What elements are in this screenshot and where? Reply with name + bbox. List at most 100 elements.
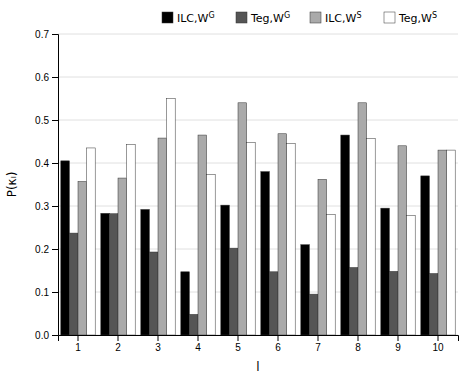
y-tick: 0.6 xyxy=(35,72,58,83)
x-tick-mark xyxy=(398,335,399,341)
y-tick: 0.5 xyxy=(35,115,58,126)
x-tick-label: 7 xyxy=(315,342,321,353)
y-tick-mark xyxy=(52,163,58,164)
bar xyxy=(367,138,376,335)
legend-entry: ILC,WG xyxy=(162,11,215,26)
grid-line xyxy=(58,77,458,78)
y-tick: 0.2 xyxy=(35,244,58,255)
legend-swatch xyxy=(384,12,395,23)
legend-swatch xyxy=(310,12,321,23)
bar xyxy=(438,150,447,335)
legend-entry: Teg,WS xyxy=(384,11,437,26)
bar xyxy=(261,172,270,335)
y-tick-mark xyxy=(52,292,58,293)
y-tick-label: 0.0 xyxy=(35,330,49,341)
bar xyxy=(398,146,407,335)
x-tick-mark xyxy=(438,335,439,341)
x-tick: 1 xyxy=(75,335,81,353)
x-tick-label: 3 xyxy=(155,342,161,353)
x-tick: 10 xyxy=(432,335,444,353)
bar xyxy=(447,150,456,335)
bar xyxy=(189,314,198,335)
x-tick-label: 8 xyxy=(355,342,361,353)
bar xyxy=(229,248,238,335)
bar xyxy=(309,294,318,335)
bar xyxy=(158,138,167,335)
y-tick-mark xyxy=(52,120,58,121)
y-tick: 0.4 xyxy=(35,158,58,169)
bar xyxy=(421,176,430,335)
x-tick-label: 4 xyxy=(195,342,201,353)
x-tick: 6 xyxy=(275,335,281,353)
bar xyxy=(221,205,230,335)
bar xyxy=(247,142,256,335)
legend-swatch xyxy=(236,12,247,23)
y-tick-label: 0.7 xyxy=(35,29,49,40)
x-axis-title: l xyxy=(256,360,259,374)
bar xyxy=(278,134,287,335)
bar-series xyxy=(78,103,447,335)
y-axis: 0.0 0.1 0.2 0.3 0.4 0.5 0.6 0.7 xyxy=(35,29,58,341)
grid-line xyxy=(58,34,458,35)
grid-line xyxy=(58,120,458,121)
legend-swatch xyxy=(162,12,173,23)
y-tick-label: 0.2 xyxy=(35,244,49,255)
x-tick: 8 xyxy=(355,335,361,353)
y-tick-label: 0.3 xyxy=(35,201,49,212)
grid xyxy=(58,34,458,335)
bar xyxy=(109,214,118,335)
legend-label: Teg,WG xyxy=(250,11,290,26)
y-tick-label: 0.6 xyxy=(35,72,49,83)
bar xyxy=(167,99,176,336)
x-tick: 2 xyxy=(115,335,121,353)
legend-label: ILC,WG xyxy=(177,11,215,26)
bar xyxy=(301,245,310,335)
bar xyxy=(207,175,216,335)
bar xyxy=(287,144,296,335)
x-tick: 9 xyxy=(395,335,401,353)
bar xyxy=(318,179,327,335)
plot: 1 2 3 4 5 6 7 8 9 10 0.0 0.1 0.2 0.3 0.4 0.5 0.6 0.7 xyxy=(35,29,458,353)
bar xyxy=(181,272,190,335)
bar xyxy=(127,145,136,335)
legend-label: Teg,WS xyxy=(398,11,437,26)
bar xyxy=(389,271,398,335)
bar xyxy=(429,274,438,335)
x-tick-label: 2 xyxy=(115,342,121,353)
x-tick-mark xyxy=(198,335,199,341)
bar xyxy=(118,178,127,335)
x-tick-label: 10 xyxy=(432,342,444,353)
x-tick-label: 6 xyxy=(275,342,281,353)
y-tick-label: 0.1 xyxy=(35,287,49,298)
y-tick: 0.7 xyxy=(35,29,58,40)
bar xyxy=(327,215,336,335)
bar xyxy=(341,135,350,335)
bar xyxy=(349,267,358,335)
bars xyxy=(61,99,455,336)
legend: ILC,WG Teg,WG ILC,WS Teg,WS xyxy=(162,11,437,26)
x-tick-label: 9 xyxy=(395,342,401,353)
x-tick: 3 xyxy=(155,335,161,353)
bar xyxy=(87,148,96,335)
y-tick-mark xyxy=(52,249,58,250)
x-tick: 7 xyxy=(315,335,321,353)
bar xyxy=(238,103,247,335)
bar xyxy=(78,181,87,335)
y-axis-title: P(κₗ) xyxy=(5,172,19,198)
y-tick: 0.3 xyxy=(35,201,58,212)
bar xyxy=(198,135,207,335)
x-tick: 5 xyxy=(235,335,241,353)
y-tick-label: 0.5 xyxy=(35,115,49,126)
x-tick-mark xyxy=(118,335,119,341)
x-axis: 1 2 3 4 5 6 7 8 9 10 xyxy=(59,335,459,353)
bar xyxy=(69,233,78,335)
y-tick-label: 0.4 xyxy=(35,158,49,169)
x-axis-line xyxy=(59,336,459,342)
legend-entry: ILC,WS xyxy=(310,11,362,26)
bar xyxy=(407,215,416,335)
y-axis-line xyxy=(52,35,59,336)
bar-series xyxy=(87,99,456,336)
x-tick-mark xyxy=(278,335,279,341)
y-tick-mark xyxy=(52,335,58,336)
chart: 1 2 3 4 5 6 7 8 9 10 0.0 0.1 0.2 0.3 0.4 0.5 0.6 0.7 l P(κₗ… xyxy=(0,0,474,381)
